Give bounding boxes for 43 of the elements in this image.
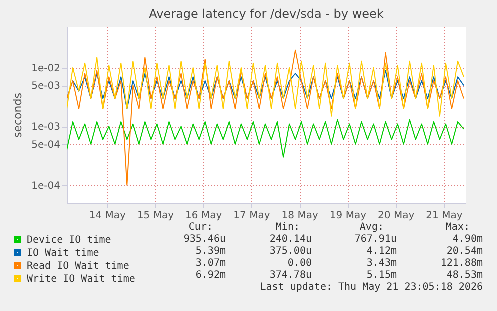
y-axis-title: seconds (12, 92, 25, 138)
text: 48.53m (446, 270, 483, 282)
text: 4.12m (366, 246, 397, 258)
text: 374.78u (270, 270, 312, 282)
y-tick-label: 1e-02 (32, 64, 60, 75)
x-tick-label: 19 May (330, 210, 367, 222)
x-tick-label: 21 May (426, 210, 463, 222)
text: 5.15m (366, 270, 397, 282)
text: 3.07m (196, 258, 226, 270)
text: Max: (446, 222, 470, 234)
line-series (67, 119, 464, 158)
x-tick-label: 20 May (378, 210, 415, 222)
line-series (67, 57, 464, 117)
y-tick-label: 1e-04 (32, 180, 60, 192)
text: 4.90m (452, 234, 483, 246)
x-tick-label: 18 May (282, 210, 318, 222)
text: 0.00 (288, 258, 312, 270)
legend-label: IO Wait time (27, 248, 100, 259)
x-tick-label: 16 May (186, 210, 222, 222)
text: 6.92m (196, 270, 226, 282)
y-tick-label: 5e-04 (32, 140, 60, 151)
text: 240.14u (270, 234, 312, 246)
y-tick-label: 5e-03 (32, 81, 60, 92)
legend-label: Write IO Wait time (27, 274, 136, 285)
text: 121.88m (440, 258, 483, 270)
line-series (67, 50, 464, 186)
text: Cur: (188, 222, 213, 234)
text: 3.43m (366, 258, 397, 270)
x-tick-label: 15 May (137, 210, 174, 222)
text: 375.00u (270, 246, 312, 258)
x-tick-label: 14 May (89, 210, 126, 222)
legend-label: Device IO time (27, 235, 112, 246)
y-tick-label: 1e-03 (32, 122, 60, 134)
text: 20.54m (446, 246, 483, 258)
text: Last update: Thu May 21 23:05:18 2026 (260, 282, 483, 294)
text: 935.46u (184, 234, 226, 246)
x-tick-label: 17 May (234, 210, 270, 222)
legend-label: Read IO Wait time (27, 261, 130, 272)
chart-title: Average latency for /dev/sda - by week (149, 7, 384, 21)
text: Min: (276, 222, 300, 234)
text: 5.39m (196, 246, 226, 258)
text: 767.91u (354, 234, 397, 246)
text: Avg: (360, 222, 384, 234)
